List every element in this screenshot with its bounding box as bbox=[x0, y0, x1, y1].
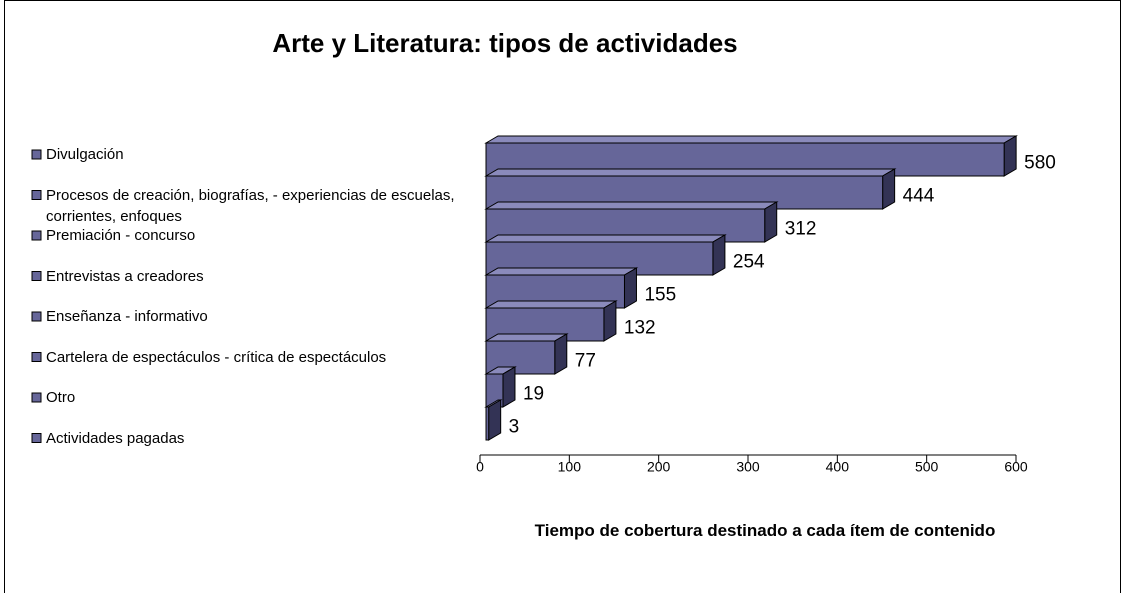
value-label: 3 bbox=[509, 417, 520, 438]
legend-label: Procesos de creación, biografías, - expe… bbox=[46, 186, 455, 225]
bar-side bbox=[603, 300, 617, 342]
bar-top bbox=[484, 135, 1018, 144]
value-label: 580 bbox=[1024, 153, 1056, 174]
bar-side bbox=[882, 168, 896, 210]
bar-top bbox=[484, 333, 569, 342]
x-tick-label: 400 bbox=[826, 459, 850, 475]
bar-side bbox=[712, 234, 726, 276]
bar-side bbox=[502, 366, 516, 408]
legend-label: Premiación - concurso bbox=[46, 227, 196, 244]
bar-side bbox=[1003, 135, 1017, 177]
legend-label: Entrevistas a creadores bbox=[46, 267, 204, 285]
bar bbox=[484, 399, 503, 441]
bar-top bbox=[484, 201, 779, 210]
x-tick-label: 300 bbox=[736, 459, 760, 475]
legend-label: Actividades pagadas bbox=[46, 429, 185, 447]
legend-swatch bbox=[31, 311, 42, 322]
bar-side bbox=[554, 333, 568, 375]
legend-swatch bbox=[31, 392, 42, 403]
x-tick-label: 200 bbox=[647, 459, 671, 475]
x-tick-label: 600 bbox=[1004, 459, 1028, 475]
value-label: 254 bbox=[733, 252, 765, 273]
legend-swatch bbox=[31, 149, 42, 160]
value-label: 312 bbox=[785, 219, 817, 240]
legend-label: Otro bbox=[46, 389, 76, 406]
x-axis-title: Tiempo de cobertura destinado a cada íte… bbox=[534, 521, 996, 540]
x-tick-label: 0 bbox=[476, 459, 484, 475]
bar-top bbox=[484, 300, 618, 309]
bar-front bbox=[485, 406, 490, 441]
value-label: 77 bbox=[575, 351, 596, 372]
legend-swatch bbox=[31, 190, 42, 200]
legend-swatch bbox=[31, 352, 42, 362]
legend-label: Enseñanza - informativo bbox=[46, 308, 208, 325]
x-tick-label: 100 bbox=[558, 459, 582, 475]
value-label: 444 bbox=[903, 186, 935, 207]
legend-label: Divulgación bbox=[46, 146, 124, 163]
bar-side bbox=[623, 267, 637, 309]
bar-top bbox=[484, 234, 727, 243]
bar-top bbox=[484, 168, 897, 177]
bar-side bbox=[764, 201, 778, 243]
frame bbox=[4, 0, 1121, 593]
value-label: 19 bbox=[523, 384, 544, 405]
bar-side bbox=[488, 399, 502, 441]
value-label: 155 bbox=[644, 285, 676, 306]
chart-title: Arte y Literatura: tipos de actividades bbox=[272, 28, 738, 58]
legend-swatch bbox=[31, 230, 42, 241]
x-tick-label: 500 bbox=[915, 459, 939, 475]
bar-top bbox=[484, 267, 639, 276]
legend-swatch bbox=[31, 433, 42, 443]
legend-label: Cartelera de espectáculos - crítica de e… bbox=[46, 348, 387, 366]
legend-swatch bbox=[31, 271, 42, 281]
value-label: 132 bbox=[624, 318, 656, 339]
